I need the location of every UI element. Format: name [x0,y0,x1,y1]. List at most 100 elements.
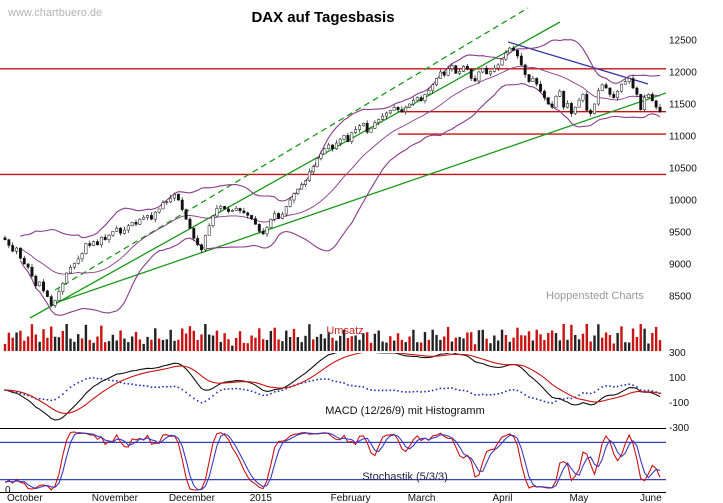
candle-body [612,94,616,98]
candle-body [215,208,219,217]
macd-histogram-dot [620,384,623,387]
candle-body [542,90,546,98]
volume-bar [277,339,280,351]
candle-body [261,231,265,235]
candle-body [165,201,169,203]
macd-histogram-dot [543,400,546,403]
macd-histogram-dot [393,389,395,392]
candle-body [122,229,126,234]
candle-body [415,97,419,101]
candle-body [304,180,307,185]
macd-histogram-dot [92,377,95,379]
candle-body [146,215,150,218]
volume-bar [620,326,623,351]
macd-histogram-dot [177,386,180,389]
volume-bar [535,329,538,351]
macd-histogram-dot [158,386,160,389]
candle-body [149,215,153,220]
candle-body [315,158,319,167]
bollinger-band [19,83,661,316]
volume-bar [100,325,103,351]
macd-histogram-dot [331,379,334,382]
volume-bar [354,335,357,351]
macd-histogram-dot [562,398,565,400]
candle-body [404,106,408,112]
volume-bar [404,342,407,351]
candle-body [369,128,373,133]
volume-bar [500,329,504,351]
macd-histogram-dot [320,378,322,381]
watermark: www.chartbuero.de [7,7,102,19]
candle-body [400,109,404,112]
volume-bar [269,330,273,351]
volume-bar [385,342,388,351]
macd-histogram-dot [185,391,187,394]
volume-bar [200,334,203,351]
volume-bar [11,337,14,351]
month-label: March [408,493,436,503]
candle-body [230,209,234,212]
macd-histogram-dot [335,380,338,383]
volume-bar [69,338,72,351]
candle-body [381,115,385,120]
volume-bar [258,328,261,351]
volume-bar [350,336,353,351]
volume-bar [296,337,300,351]
macd-histogram-dot [285,387,288,390]
volume-bar [38,341,41,351]
volume-bar [527,331,531,351]
macd-histogram-dot [632,384,634,387]
candle-body [134,222,138,225]
candle-body [96,241,99,246]
volume-bar [19,330,22,351]
macd-histogram-dot [466,390,469,393]
candle-body [242,210,246,214]
price-tick-label: 8500 [669,292,692,303]
volume-bar [304,335,307,351]
candle-body [492,67,496,72]
candle-body [11,245,15,252]
candle-body [450,65,454,70]
candle-body [473,78,477,82]
macd-histogram-dot [135,384,137,386]
macd-histogram-dot [204,400,207,403]
macd-histogram-dot [404,391,407,393]
green-trend-line [54,7,529,291]
macd-histogram-dot [11,391,14,393]
candle-body [392,106,396,111]
macd-histogram-dot [146,385,149,387]
macd-histogram-dot [582,392,584,394]
price-tick-label: 12000 [669,68,697,79]
volume-bar [57,337,61,351]
volume-bar [23,340,26,351]
macd-histogram-dot [235,387,237,390]
volume-bar [392,340,396,351]
volume-bar [111,334,115,351]
volume-bar [227,339,230,351]
candle-body [184,209,188,220]
candle-body [26,263,30,268]
volume-bar [612,343,615,351]
macd-histogram-dot [643,389,646,392]
volume-bar [103,342,107,351]
macd-histogram-dot [108,379,110,381]
volume-bar [419,342,423,351]
candle-body [126,225,130,231]
macd-histogram-dot [451,387,453,389]
volume-bar [261,339,265,351]
candle-body [300,184,304,190]
volume-bar [466,332,469,351]
candle-body [627,78,631,82]
volume-bar [319,334,323,351]
macd-histogram-dot [551,402,553,404]
candle-body [45,290,49,297]
macd-histogram-dot [481,393,484,396]
macd-histogram-dot [381,389,384,392]
candle-body [192,227,196,239]
macd-histogram-dot [216,391,218,394]
candle-body [3,237,7,240]
macd-histogram-dot [316,378,318,381]
candle-body [504,52,508,60]
volume-bar [134,331,138,351]
candle-body [373,122,377,129]
